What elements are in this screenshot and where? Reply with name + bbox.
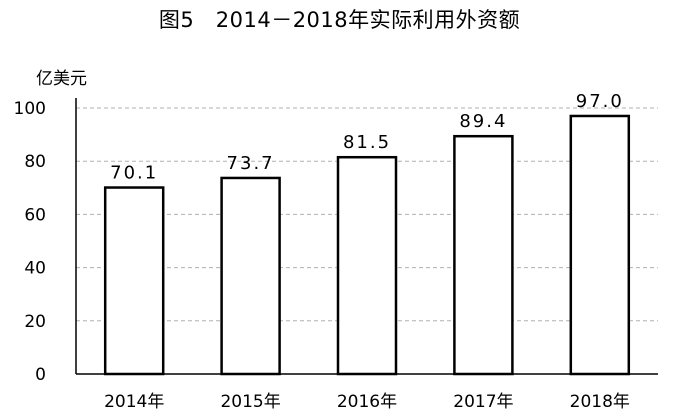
bar-value-label: 89.4: [459, 111, 507, 132]
y-tick-label: 0: [35, 365, 46, 385]
bar-value-label: 81.5: [343, 132, 391, 153]
bar: [453, 134, 514, 376]
bar: [103, 186, 165, 376]
bar: [336, 155, 398, 376]
y-tick-label: 40: [24, 259, 46, 279]
y-tick-label: 60: [24, 205, 46, 225]
x-tick-label: 2017年: [453, 392, 513, 412]
y-tick-label: 100: [14, 99, 46, 119]
x-tick-label: 2016年: [337, 392, 397, 412]
y-axis-unit-label: 亿美元: [36, 69, 87, 89]
x-tick-label: 2015年: [220, 392, 280, 412]
bar: [569, 114, 631, 376]
x-tick-label: 2014年: [104, 392, 164, 412]
y-tick-label: 20: [24, 312, 46, 332]
bar-value-label: 97.0: [576, 91, 624, 112]
bar-value-label: 70.1: [110, 163, 158, 184]
x-tick-label: 2018年: [570, 392, 630, 412]
bar-value-label: 73.7: [227, 153, 275, 174]
bar: [220, 176, 281, 376]
chart-title: 图5 2014－2018年实际利用外资额: [158, 8, 521, 32]
y-tick-label: 80: [24, 152, 46, 172]
